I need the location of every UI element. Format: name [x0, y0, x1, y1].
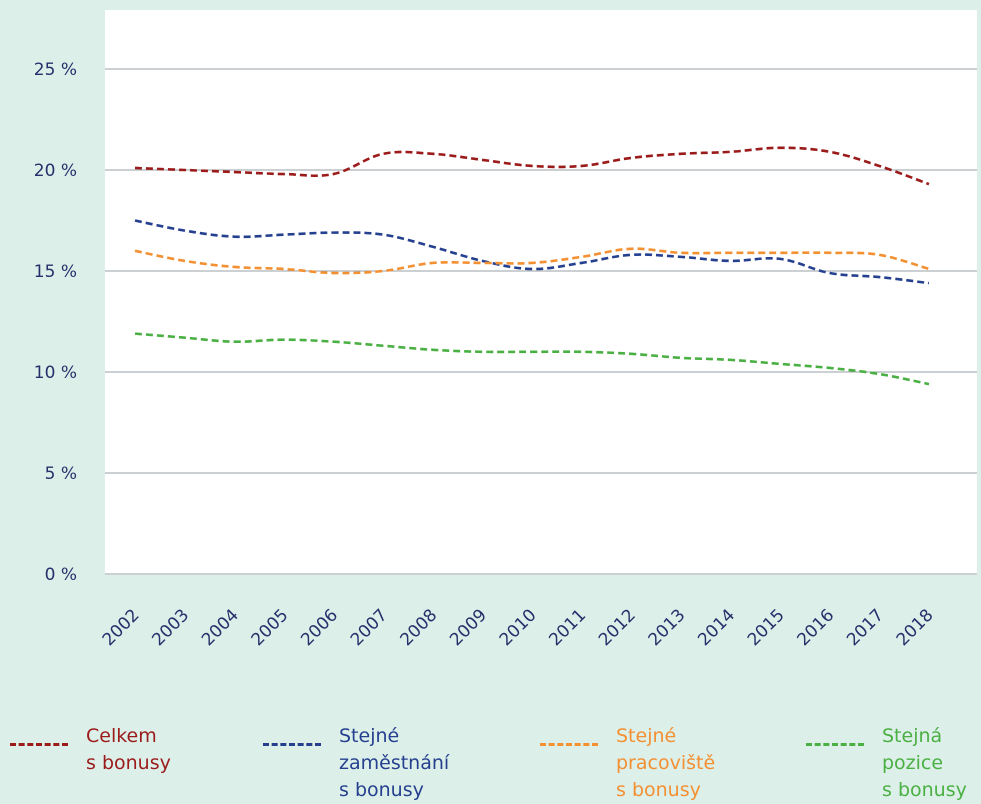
series-lines: [134, 146, 930, 386]
x-tick-label: 2003: [148, 605, 193, 650]
x-tick-label: 2006: [297, 605, 342, 650]
y-tick-label: 20 %: [34, 161, 77, 181]
legend-swatch: [540, 743, 598, 746]
legend-label: Stejné zaměstnání s bonusy: [339, 725, 450, 801]
x-tick-label: 2014: [694, 605, 739, 650]
grid-lines: [105, 68, 977, 575]
legend-label: Celkem s bonusy: [86, 725, 171, 774]
legend-label: Stejné pracoviště s bonusy: [616, 725, 716, 801]
series-line-stejna-pozice: [134, 332, 930, 386]
x-tick-label: 2016: [794, 605, 839, 650]
legend-item-stejna-pozice: Stejná pozice s bonusy: [806, 723, 967, 804]
x-tick-label: 2005: [248, 605, 293, 650]
legend-swatch: [806, 743, 864, 746]
y-tick-label: 5 %: [45, 464, 77, 484]
x-axis-ticks: 2002 2003 2004 2005 2006 2007 2008 2009 2010 2011…: [99, 605, 938, 650]
y-tick-label: 15 %: [34, 262, 77, 282]
legend-item-stejne-pracoviste: Stejné pracoviště s bonusy: [540, 723, 715, 804]
plot-background: [105, 10, 977, 575]
line-chart: 0 %5 %10 %15 %20 %25 % 2002 2003 2004 2005 2…: [34, 10, 977, 650]
x-tick-label: 2004: [198, 605, 243, 650]
legend-item-stejne-zamestnani: Stejné zaměstnání s bonusy: [263, 723, 449, 804]
x-tick-label: 2002: [99, 605, 144, 650]
series-line-celkem: [134, 146, 930, 186]
x-tick-label: 2013: [645, 605, 690, 650]
series-line-stejne-pracoviste: [134, 247, 930, 275]
x-tick-label: 2017: [843, 605, 888, 650]
y-tick-label: 25 %: [34, 60, 77, 80]
legend-swatch: [263, 743, 321, 746]
series-line-stejne-zamestnani: [134, 219, 930, 285]
legend-swatch: [10, 743, 68, 746]
x-tick-label: 2011: [545, 605, 590, 650]
x-tick-label: 2008: [397, 605, 442, 650]
y-tick-label: 0 %: [45, 565, 77, 585]
y-tick-label: 10 %: [34, 363, 77, 383]
x-tick-label: 2018: [893, 605, 938, 650]
y-axis-ticks: 0 % 5 % 10 % 15 % 20 % 25 %: [34, 60, 77, 585]
legend: Celkem s bonusy Stejné zaměstnání s bonu…: [0, 723, 981, 804]
legend-item-celkem: Celkem s bonusy: [10, 723, 171, 777]
legend-label: Stejná pozice s bonusy: [882, 725, 967, 801]
x-tick-label: 2007: [347, 605, 392, 650]
x-tick-label: 2010: [496, 605, 541, 650]
x-tick-label: 2015: [744, 605, 789, 650]
x-tick-label: 2012: [595, 605, 640, 650]
x-tick-label: 2009: [446, 605, 491, 650]
